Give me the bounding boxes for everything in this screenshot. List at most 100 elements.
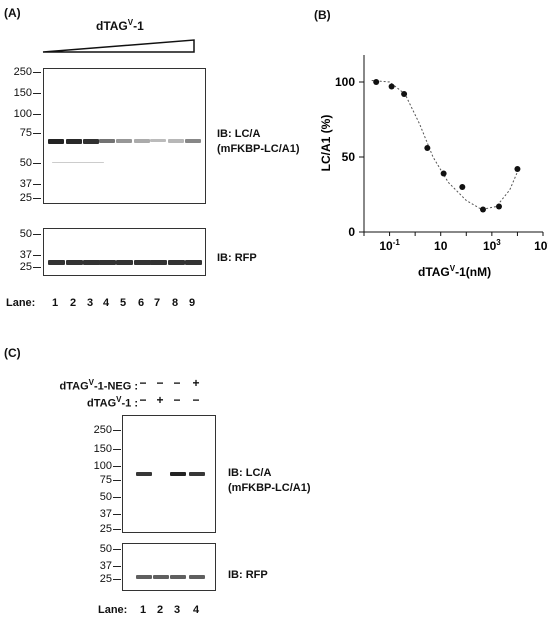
treatment-sign: −: [173, 376, 181, 390]
dose-gradient-wedge: [42, 39, 195, 53]
treatment-sign: −: [156, 376, 164, 390]
lc-band: [170, 472, 186, 476]
rfp-band: [153, 575, 169, 579]
mw-marker: 50: [19, 157, 32, 169]
lc-band: [189, 472, 205, 476]
lc-band: [134, 139, 150, 143]
data-point: [514, 166, 521, 172]
mw-marker: 150: [93, 443, 112, 455]
panel-c-rfp-blot: [122, 543, 216, 591]
lane-number: 3: [173, 604, 181, 616]
mw-marker: 25: [19, 192, 32, 204]
mw-marker: 50: [19, 228, 32, 240]
rfp-band: [168, 260, 185, 265]
treatment-sign: +: [156, 393, 164, 407]
rfp-band: [189, 575, 205, 579]
x-tick-label: 105: [534, 238, 548, 253]
fit-curve: [371, 80, 518, 211]
treatment-sign: −: [173, 393, 181, 407]
dose-response-chart: 0 50 100 10-1 10 103 105 LC/A1 (%) dTAGV-1(nM…: [319, 55, 548, 279]
data-point: [388, 83, 395, 90]
y-tick-label: 100: [335, 75, 355, 89]
lane-number: 9: [188, 297, 196, 309]
mw-marker: 250: [93, 424, 112, 436]
panel-a-lc-blot: [43, 68, 206, 204]
x-tick-label: 10-1: [379, 238, 400, 253]
lane-number: 1: [139, 604, 147, 616]
data-point: [373, 79, 380, 85]
mw-marker: 100: [93, 460, 112, 472]
panel-c-treatment-label: dTAGV-1 :: [87, 395, 138, 410]
panel-a-treatment-label: dTAGV-1: [96, 18, 144, 33]
lane-number: 3: [86, 297, 94, 309]
lane-number: 5: [119, 297, 127, 309]
lane-number: 4: [192, 604, 200, 616]
lc-band: [83, 139, 99, 144]
data-point: [479, 206, 486, 213]
panel-c-rfp-ib-label: IB: RFP: [228, 569, 268, 581]
lane-number: 8: [171, 297, 179, 309]
mw-marker: 50: [99, 543, 112, 555]
lc-band: [66, 139, 82, 144]
panel-a-lane-title: Lane:: [6, 297, 36, 309]
mw-marker: 75: [19, 127, 32, 139]
lc-band: [48, 139, 64, 144]
lane-number: 2: [69, 297, 77, 309]
lc-band: [99, 139, 115, 143]
treatment-sign: −: [192, 393, 200, 407]
mw-marker: 250: [13, 66, 32, 78]
rfp-band: [170, 575, 186, 579]
treatment-sign: −: [139, 393, 147, 407]
mw-marker: 100: [13, 108, 32, 120]
mw-marker: 75: [99, 474, 112, 486]
rfp-band: [150, 260, 167, 265]
rfp-band: [116, 260, 133, 265]
rfp-band: [83, 260, 100, 265]
rfp-band: [48, 260, 65, 265]
lane-number: 6: [137, 297, 145, 309]
data-point: [440, 170, 447, 177]
y-tick-label: 0: [348, 225, 355, 239]
lane-number: 4: [102, 297, 110, 309]
panel-a-label: (A): [4, 6, 21, 20]
y-tick-label: 50: [342, 150, 356, 164]
rfp-band: [66, 260, 83, 265]
panel-c-treatment-neg-label: dTAGV-1-NEG :: [59, 378, 138, 393]
rfp-band: [99, 260, 116, 265]
rfp-band: [136, 575, 152, 579]
lane-number: 7: [153, 297, 161, 309]
panel-a-rfp-blot: [43, 228, 206, 276]
lc-band: [116, 139, 132, 143]
panel-c-label: (C): [4, 346, 21, 360]
lc-band: [136, 472, 152, 476]
mw-marker: 150: [13, 87, 32, 99]
rfp-band: [185, 260, 202, 265]
mw-marker: 25: [19, 261, 32, 273]
mw-marker: 25: [99, 523, 112, 535]
x-axis-label: dTAGV-1(nM): [418, 264, 491, 279]
lane-number: 2: [156, 604, 164, 616]
mw-marker: 25: [99, 573, 112, 585]
lc-band: [168, 139, 184, 143]
mw-marker: 37: [19, 249, 32, 261]
lc-band: [150, 139, 166, 142]
treatment-sign: −: [139, 376, 147, 390]
mw-marker: 37: [99, 560, 112, 572]
treatment-sign: +: [192, 376, 200, 390]
rfp-band: [134, 260, 151, 265]
faint-band: [52, 162, 104, 163]
y-axis-label: LC/A1 (%): [319, 115, 333, 172]
lc-band: [185, 139, 201, 143]
mw-marker: 37: [99, 508, 112, 520]
data-point: [424, 145, 431, 151]
data-point: [495, 203, 502, 210]
data-point: [401, 91, 408, 97]
panel-c-lane-title: Lane:: [98, 604, 128, 616]
panel-c-lc-blot: [122, 415, 216, 533]
panel-a-lc-ib-label: IB: LC/A (mFKBP-LC/A1): [217, 128, 300, 155]
x-tick-label: 103: [483, 238, 501, 253]
lane-number: 1: [51, 297, 59, 309]
panel-b-label: (B): [314, 8, 331, 22]
x-tick-label: 10: [434, 239, 448, 253]
panel-a-rfp-ib-label: IB: RFP: [217, 252, 257, 264]
